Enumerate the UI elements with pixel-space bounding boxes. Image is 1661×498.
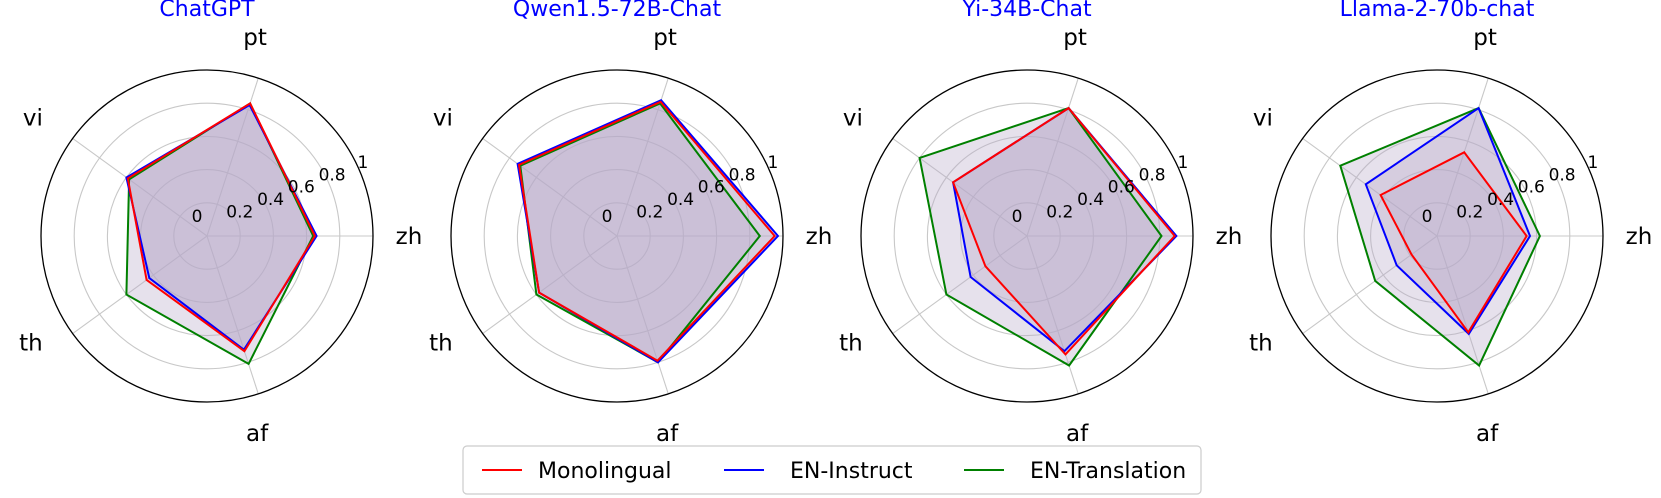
spoke-line (72, 137, 208, 237)
axis-label: af (246, 421, 269, 447)
legend-box (462, 445, 1202, 495)
radar-panel-1: Qwen1.5-72B-Chat 0 0.20.40.60.8 1 zh pt vi th af (429, 0, 832, 447)
series-line (517, 100, 777, 362)
spoke-line (1436, 235, 1489, 395)
panel-title: Llama-2-70b-chat (1340, 0, 1535, 22)
spoke-line (1302, 137, 1438, 237)
series-fill (1365, 108, 1530, 334)
axis-label: th (839, 331, 863, 357)
axis-label: af (1066, 421, 1089, 447)
axis-label: vi (1253, 106, 1273, 132)
radial-tick-label: 0.4 (1077, 190, 1104, 210)
series-fill (127, 103, 315, 352)
series-fill (919, 108, 1162, 366)
axis-label: zh (1626, 224, 1653, 250)
axis-label: vi (843, 106, 863, 132)
legend-label-2: EN-Translation (1030, 459, 1186, 484)
spoke-line (72, 235, 208, 335)
radial-tick-label: 0.2 (636, 203, 663, 223)
radar-panel-2: Yi-34B-Chat 0 0.20.40.60.8 1 zh pt vi th af (839, 0, 1242, 447)
legend-label-1: EN-Instruct (790, 459, 913, 484)
radial-tick-label: 0.8 (319, 165, 346, 185)
radial-tick-label: 0.6 (1108, 178, 1135, 198)
outer-circle (860, 69, 1194, 403)
axis-label: th (19, 331, 43, 357)
radar-panel-0: ChatGPT 0 0.20.40.60.8 1 zh pt vi th af (19, 0, 422, 447)
radial-tick-label: 0.6 (288, 178, 315, 198)
series-fill (1380, 152, 1527, 333)
spoke-line (482, 235, 618, 335)
axis-label: th (1249, 331, 1273, 357)
axis-label: pt (653, 25, 677, 51)
spoke-line (482, 137, 618, 237)
axis-label: pt (1473, 25, 1497, 51)
axis-label: th (429, 331, 453, 357)
axis-label: af (656, 421, 679, 447)
axis-label: vi (433, 106, 453, 132)
legend-label-0: Monolingual (538, 459, 672, 484)
series-line (126, 101, 317, 353)
radial-tick-label: 0.6 (1518, 178, 1545, 198)
axis-label: pt (1063, 25, 1087, 51)
radial-tick-label: 0 (192, 207, 203, 227)
radial-tick-label: 0.8 (729, 165, 756, 185)
axis-label: vi (23, 106, 43, 132)
panel-title: Qwen1.5-72B-Chat (513, 0, 722, 22)
series-fill (1340, 108, 1540, 366)
spoke-line (1026, 235, 1079, 395)
axis-label: zh (806, 224, 833, 250)
radial-tick-label: 1 (1587, 153, 1598, 173)
radial-tick-label: 0.4 (257, 190, 284, 210)
legend: Monolingual EN-Instruct EN-Translation (462, 445, 1202, 495)
axis-label: pt (243, 25, 267, 51)
series-line (1364, 106, 1532, 336)
series-line (918, 106, 1163, 367)
radial-tick-label: 0 (1422, 207, 1433, 227)
axis-label: zh (396, 224, 423, 250)
radial-tick-label: 0.8 (1139, 165, 1166, 185)
spoke-line (1436, 77, 1489, 237)
outer-circle (1270, 69, 1604, 403)
radial-tick-label: 0.2 (1046, 203, 1073, 223)
spoke-line (1302, 235, 1438, 335)
series-fill (953, 108, 1177, 352)
spoke-line (206, 235, 259, 395)
radial-tick-label: 0.2 (1456, 203, 1483, 223)
spoke-line (892, 235, 1028, 335)
radial-tick-label: 0 (1012, 207, 1023, 227)
spoke-line (892, 137, 1028, 237)
radial-tick-label: 0.4 (667, 190, 694, 210)
panel-title: Yi-34B-Chat (961, 0, 1092, 22)
panel-title: ChatGPT (159, 0, 255, 22)
radial-tick-label: 0.2 (226, 203, 253, 223)
series-fill (126, 103, 314, 364)
outer-circle (40, 69, 374, 403)
radial-tick-label: 0.4 (1487, 190, 1514, 210)
series-line (1339, 106, 1542, 368)
radial-tick-label: 1 (767, 153, 778, 173)
series-line (1379, 151, 1528, 335)
series-line (951, 106, 1177, 356)
radial-tick-label: 0.8 (1549, 165, 1576, 185)
radial-tick-label: 0.6 (698, 178, 725, 198)
radial-tick-label: 1 (1177, 153, 1188, 173)
radial-tick-label: 1 (357, 153, 368, 173)
radar-panel-3: Llama-2-70b-chat 0 0.20.40.60.8 1 zh pt vi th af (1249, 0, 1652, 447)
series-fill (520, 103, 760, 363)
spoke-line (1026, 77, 1079, 237)
outer-circle (450, 69, 784, 403)
series-fill (126, 105, 317, 350)
axis-label: af (1476, 421, 1499, 447)
axis-label: zh (1216, 224, 1243, 250)
radial-tick-label: 0 (602, 207, 613, 227)
spoke-line (616, 235, 669, 395)
series-fill (517, 100, 778, 363)
